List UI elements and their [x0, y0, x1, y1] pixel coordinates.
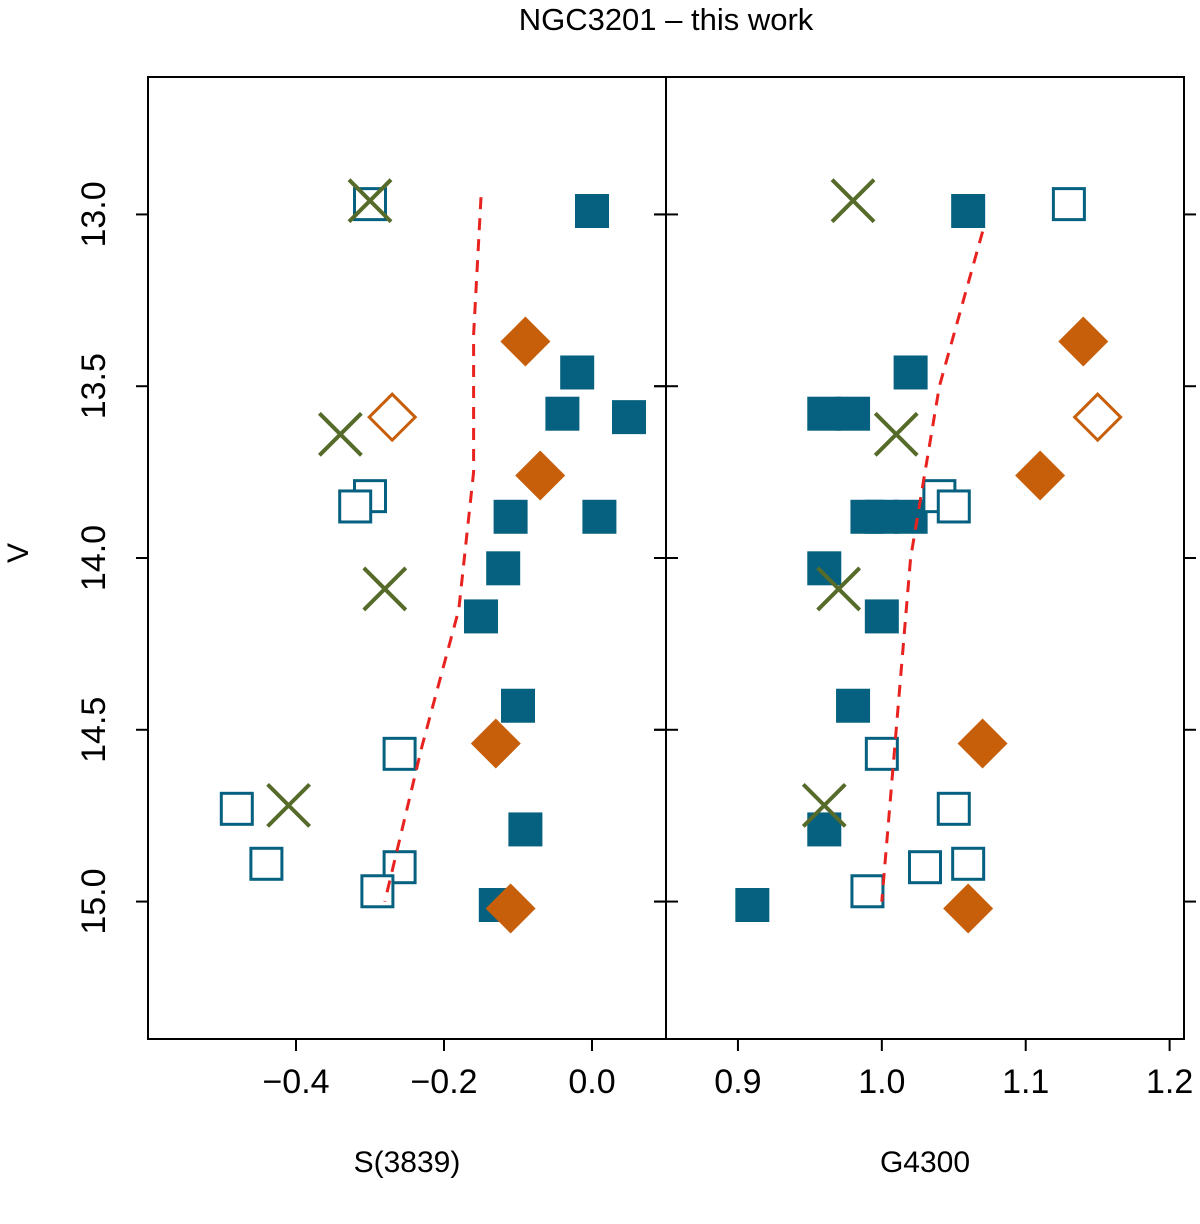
filled-diamond-point — [470, 718, 521, 769]
left-panel: 13.0 13.5 14.0 14.5 15.0 −0.4 −0.2 0.0 S(3839) — [75, 76, 667, 1179]
filled-diamond-point — [1015, 450, 1066, 501]
open-square-point — [864, 736, 899, 771]
filled-square-point — [493, 499, 528, 534]
right-panel-right-ticks — [1184, 213, 1196, 903]
filled-square-point — [807, 396, 842, 431]
left-x-tick-label: −0.2 — [410, 1063, 477, 1101]
filled-square-point — [575, 193, 609, 228]
filled-square-point — [836, 396, 871, 431]
cross-point — [347, 178, 393, 224]
filled-square-point — [864, 499, 899, 534]
filled-square-point — [864, 599, 899, 634]
filled-square-point — [486, 551, 521, 586]
filled-square-point — [893, 355, 928, 390]
filled-diamond-point — [943, 883, 994, 934]
right-trend-line — [880, 231, 985, 902]
left-x-tick-label: 0.0 — [568, 1063, 615, 1101]
open-square-point — [382, 736, 417, 771]
filled-diamond-point — [500, 316, 551, 367]
cross-point — [873, 411, 919, 457]
open-square-point — [249, 846, 284, 881]
open-square-point — [353, 187, 387, 222]
y-tick-label: 15.0 — [75, 868, 113, 934]
open-square-point — [951, 846, 986, 881]
cross-point — [266, 782, 312, 828]
filled-square-point — [951, 193, 986, 228]
left-panel-y-ticks — [136, 213, 148, 903]
filled-diamond-point — [515, 450, 566, 501]
left-panel-x-tick-labels: −0.4 −0.2 0.0 — [262, 1063, 615, 1101]
open-square-point — [338, 489, 373, 524]
filled-square-point — [545, 396, 580, 431]
right-panel-x-tick-labels: 0.9 1.0 1.1 1.2 — [714, 1063, 1193, 1101]
open-square-point — [936, 489, 971, 524]
filled-square-point — [807, 551, 842, 586]
y-tick-label: 14.0 — [75, 525, 113, 591]
filled-diamond-point — [485, 883, 536, 934]
open-square-point — [219, 791, 254, 826]
cross-point — [362, 566, 408, 612]
left-x-tick-label: −0.4 — [262, 1063, 329, 1101]
filled-square-point — [893, 499, 928, 534]
y-tick-label: 14.5 — [75, 697, 113, 763]
left-x-axis-title: S(3839) — [354, 1146, 461, 1179]
filled-square-point — [508, 812, 543, 847]
right-x-tick-label: 1.0 — [858, 1063, 905, 1101]
cross-point — [816, 566, 862, 612]
open-square-point — [1051, 187, 1086, 222]
filled-diamond-point — [1058, 316, 1109, 367]
filled-square-point — [836, 688, 871, 723]
filled-square-point — [501, 688, 535, 723]
open-diamond-point — [367, 392, 418, 443]
cross-point — [317, 411, 363, 457]
left-trend-line — [383, 197, 483, 902]
filled-square-point — [560, 355, 595, 390]
right-x-tick-label: 1.1 — [1002, 1063, 1049, 1101]
right-x-tick-label: 1.2 — [1146, 1063, 1193, 1101]
right-panel-x-ticks — [736, 1039, 1171, 1051]
y-tick-label: 13.5 — [75, 353, 113, 419]
y-axis-title: V — [2, 543, 35, 563]
filled-square-point — [582, 499, 617, 534]
open-square-point — [382, 850, 417, 885]
left-panel-x-ticks — [295, 1039, 593, 1051]
cross-point — [830, 178, 876, 224]
right-panel: 0.9 1.0 1.1 1.2 G4300 — [654, 76, 1196, 1179]
open-square-point — [850, 874, 885, 909]
left-panel-points — [219, 178, 646, 934]
cross-point — [801, 782, 847, 828]
chart-title: NGC3201 – this work — [519, 2, 814, 37]
filled-square-point — [612, 400, 646, 435]
filled-square-point — [464, 599, 498, 634]
left-panel-y-tick-labels: 13.0 13.5 14.0 14.5 15.0 — [75, 181, 113, 934]
open-square-point — [936, 791, 971, 826]
right-x-axis-title: G4300 — [880, 1146, 970, 1179]
open-square-point — [908, 850, 942, 885]
open-diamond-point — [1072, 392, 1123, 443]
filled-square-point — [735, 888, 770, 923]
y-tick-label: 13.0 — [75, 181, 113, 247]
filled-diamond-point — [957, 718, 1008, 769]
right-panel-points — [735, 178, 1123, 934]
right-x-tick-label: 0.9 — [714, 1063, 761, 1101]
right-panel-y-ticks — [654, 213, 678, 903]
